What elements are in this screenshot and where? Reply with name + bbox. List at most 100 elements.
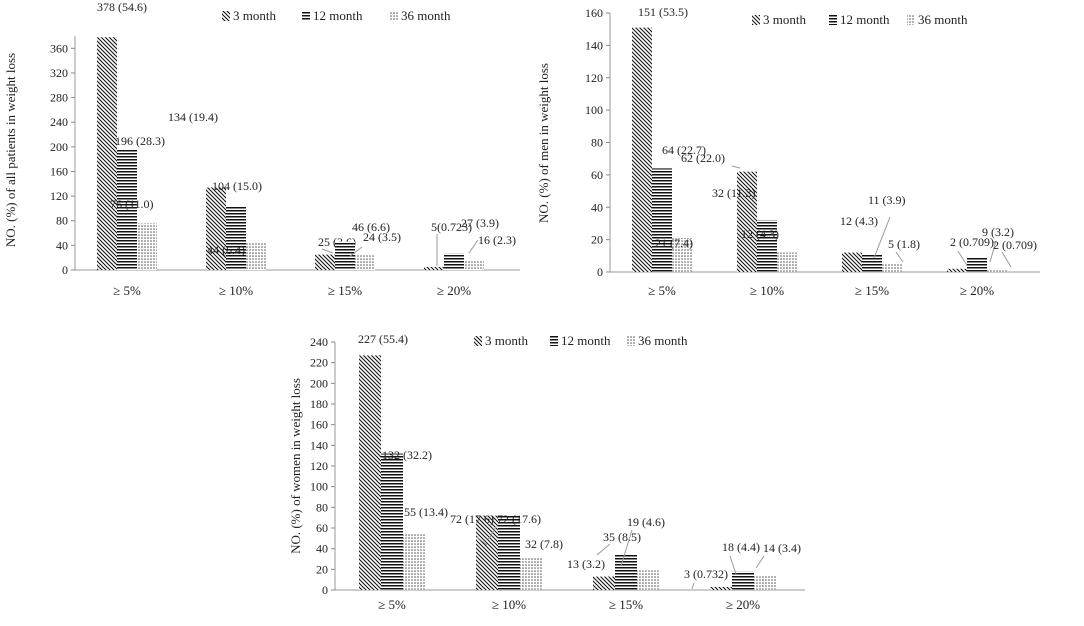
panel1-ytick-label: 160	[50, 164, 68, 178]
panel2-ytick-label: 140	[585, 38, 603, 52]
panel2-ytick-label: 60	[591, 168, 603, 182]
panel3-ytick-label: 120	[310, 459, 328, 473]
panel1-bar	[137, 223, 157, 270]
panel1-data-label: 5(0.723)	[431, 220, 472, 234]
panel2-category-label: ≥ 20%	[960, 283, 994, 298]
panel1-bar	[464, 260, 484, 270]
panel3-category-label: ≥ 10%	[492, 597, 526, 612]
panel2-data-label: 151 (53.5)	[638, 5, 688, 19]
panel3-ytick-label: 60	[316, 521, 328, 535]
panel3-ytick-label: 80	[316, 500, 328, 514]
panel1-leader-line	[468, 239, 479, 254]
panel1-legend-label: 12 month	[313, 8, 363, 23]
panel3-ytick-label: 20	[316, 562, 328, 576]
panel3-data-label: 132 (32.2)	[382, 448, 432, 462]
panel2-legend-label: 12 month	[840, 12, 890, 27]
panel1-legend-label: 36 month	[401, 8, 451, 23]
panel1-legend-swatch	[222, 11, 230, 21]
panel1-bar	[97, 37, 117, 270]
panel1-bar	[117, 149, 137, 270]
panel3-data-label: 72 (17.6)	[450, 512, 494, 526]
panel3-ytick-label: 200	[310, 376, 328, 390]
panel2-bar	[862, 254, 882, 272]
panel3-ytick-label: 0	[322, 583, 328, 597]
panel1-ylabel: NO. (%) of all patients in weight loss	[3, 53, 18, 247]
panel3-data-label: 19 (4.6)	[627, 515, 665, 529]
panel3-ytick-label: 240	[310, 335, 328, 349]
panel3-ytick-label: 140	[310, 438, 328, 452]
panel1-ytick-label: 40	[56, 238, 68, 252]
panel1-ytick-label: 360	[50, 41, 68, 55]
panel3-bar	[520, 556, 542, 590]
panel1-category-label: ≥ 10%	[219, 283, 253, 298]
panel2-ylabel: NO. (%) of men in weight loss	[536, 63, 551, 223]
panel1-ytick-label: 80	[56, 214, 68, 228]
panel2-bar	[777, 252, 797, 272]
panel1-data-label: 27 (3.9)	[461, 216, 499, 230]
panel2-data-label: 21 (7.4)	[655, 236, 693, 250]
panel3-legend-label: 3 month	[485, 333, 528, 348]
panel3-bar	[615, 553, 637, 590]
panel2-bar	[632, 27, 652, 272]
panel3-bar	[732, 571, 754, 590]
panel1-ytick-label: 240	[50, 115, 68, 129]
panel1-legend-label: 3 month	[233, 8, 276, 23]
panel3-ylabel: NO. (%) of women in weight loss	[288, 378, 303, 554]
panel1-category-label: ≥ 15%	[328, 283, 362, 298]
panel3-leader-line	[691, 582, 695, 590]
panel3-data-label: 35 (8.5)	[603, 530, 641, 544]
panel1-ytick-label: 120	[50, 189, 68, 203]
panel3-legend-swatch	[550, 336, 558, 346]
panel1-data-label: 44 (6.4)	[207, 243, 245, 257]
panel3-ytick-label: 100	[310, 480, 328, 494]
panel2-bar	[947, 268, 967, 272]
panel3-category-label: ≥ 15%	[609, 597, 643, 612]
panel2-ytick-label: 20	[591, 233, 603, 247]
panel1-data-label: 378 (54.6)	[97, 0, 147, 14]
panel2-ytick-label: 0	[597, 265, 603, 279]
panel3-bar	[637, 570, 659, 590]
panel1-bar	[315, 254, 335, 270]
panel3-leader-line	[487, 526, 497, 541]
panel2-bar	[842, 252, 862, 272]
panel1-leader-line	[348, 246, 363, 258]
panel2-legend-label: 36 month	[918, 12, 968, 27]
panel2-category-label: ≥ 10%	[750, 283, 784, 298]
panel3-bar	[403, 533, 425, 590]
panel1-bar	[444, 253, 464, 270]
panel1-data-label: 104 (15.0)	[212, 179, 262, 193]
panel1-leader-line	[321, 248, 334, 254]
panel2-leader-line	[1001, 251, 1012, 268]
panel3-bar	[710, 586, 732, 590]
panel2-legend-swatch	[752, 15, 760, 25]
panel3-leader-line	[620, 529, 633, 567]
panel3-data-label: 32 (7.8)	[525, 537, 563, 551]
panel1-data-label: 196 (28.3)	[115, 134, 165, 148]
panel3-data-label: 227 (55.4)	[358, 332, 408, 346]
panel1-category-label: ≥ 20%	[437, 283, 471, 298]
panel1-data-label: 24 (3.5)	[363, 230, 401, 244]
panel3-ytick-label: 220	[310, 356, 328, 370]
panel1-bar	[335, 241, 355, 270]
panel3-bar	[593, 576, 615, 590]
panel3-category-label: ≥ 20%	[726, 597, 760, 612]
panel3-leader-line	[596, 543, 611, 556]
panel2-data-label: 32 (11.3)	[712, 186, 756, 200]
panel2-data-label: 12 (4.3)	[840, 214, 878, 228]
panel1-data-label: 134 (19.4)	[168, 110, 218, 124]
panel2-bar	[757, 220, 777, 272]
panel3-bar	[476, 515, 498, 590]
panel3-data-label: 3 (0.732)	[684, 567, 728, 581]
panel3-legend-swatch	[627, 336, 635, 346]
panel1-category-label: ≥ 5%	[113, 283, 141, 298]
panel3-ytick-label: 160	[310, 418, 328, 432]
panel3-ytick-label: 180	[310, 397, 328, 411]
panel3-ytick-label: 40	[316, 542, 328, 556]
panel1-data-label: 46 (6.6)	[352, 220, 390, 234]
panel3-legend-label: 12 month	[561, 333, 611, 348]
panel1-bar	[206, 187, 226, 270]
panel2-ytick-label: 120	[585, 71, 603, 85]
panel2-category-label: ≥ 15%	[855, 283, 889, 298]
panel2-bar	[737, 171, 757, 272]
panel1-ytick-label: 280	[50, 91, 68, 105]
